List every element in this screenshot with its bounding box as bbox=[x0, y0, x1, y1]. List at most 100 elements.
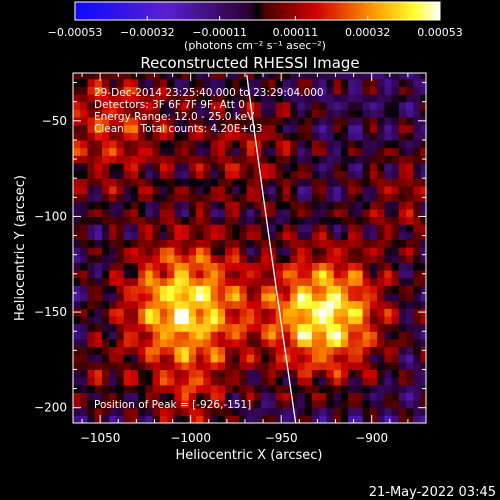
heatmap-cell bbox=[225, 162, 233, 172]
heatmap-cell bbox=[109, 162, 118, 172]
heatmap-cell bbox=[94, 254, 103, 263]
heatmap-cell bbox=[326, 415, 335, 423]
heatmap-cell bbox=[94, 361, 103, 371]
heatmap-cell bbox=[246, 369, 255, 378]
heatmap-cell bbox=[174, 384, 183, 393]
heatmap-cell bbox=[333, 338, 342, 348]
heatmap-cell bbox=[391, 124, 400, 133]
heatmap-cell bbox=[384, 315, 393, 325]
heatmap-cell bbox=[167, 415, 175, 423]
heatmap-cell bbox=[275, 132, 284, 141]
heatmap-cell bbox=[369, 292, 378, 302]
heatmap-cell bbox=[413, 116, 422, 126]
heatmap-cell bbox=[413, 323, 422, 332]
heatmap-cell bbox=[362, 101, 371, 110]
heatmap-cell bbox=[130, 331, 139, 340]
heatmap-cell bbox=[333, 269, 342, 279]
heatmap-cell bbox=[304, 201, 313, 210]
heatmap-cell bbox=[188, 239, 197, 248]
heatmap-cell bbox=[348, 407, 356, 416]
heatmap-cell bbox=[225, 86, 233, 95]
heatmap-cell bbox=[333, 369, 342, 378]
heatmap-cell bbox=[319, 254, 328, 263]
heatmap-cell bbox=[319, 277, 328, 286]
heatmap-cell bbox=[73, 178, 81, 187]
heatmap-cell bbox=[377, 73, 385, 80]
heatmap-cell bbox=[196, 361, 204, 371]
heatmap-cell bbox=[362, 415, 371, 423]
heatmap-cell bbox=[159, 277, 168, 286]
heatmap-cell bbox=[188, 323, 197, 332]
heatmap-cell bbox=[420, 247, 426, 256]
heatmap-cell bbox=[239, 407, 248, 416]
heatmap-cell bbox=[225, 331, 233, 340]
heatmap-cell bbox=[123, 78, 132, 87]
heatmap-cell bbox=[398, 147, 407, 156]
heatmap-cell bbox=[297, 285, 306, 294]
heatmap-cell bbox=[246, 415, 255, 423]
heatmap-cell bbox=[304, 377, 313, 386]
heatmap-cell bbox=[109, 377, 118, 386]
heatmap-cell bbox=[116, 262, 125, 271]
heatmap-cell bbox=[413, 101, 422, 110]
heatmap-cell bbox=[210, 369, 219, 378]
heatmap-cell bbox=[87, 231, 96, 240]
heatmap-cell bbox=[319, 178, 328, 187]
heatmap-cell bbox=[239, 315, 248, 325]
heatmap-cell bbox=[94, 239, 103, 248]
heatmap-cell bbox=[333, 78, 342, 87]
heatmap-cell bbox=[290, 139, 299, 149]
heatmap-cell bbox=[254, 132, 262, 141]
heatmap-cell bbox=[109, 78, 118, 87]
heatmap-cell bbox=[188, 78, 197, 87]
heatmap-cell bbox=[138, 415, 147, 423]
heatmap-cell bbox=[181, 147, 190, 156]
heatmap-cell bbox=[87, 415, 96, 423]
heatmap-cell bbox=[268, 269, 277, 279]
heatmap-cell bbox=[290, 147, 299, 156]
heatmap-cell bbox=[217, 277, 226, 286]
heatmap-cell bbox=[217, 94, 226, 103]
heatmap-cell bbox=[377, 369, 385, 378]
heatmap-cell bbox=[174, 116, 183, 126]
heatmap-cell bbox=[80, 369, 89, 378]
heatmap-cell bbox=[239, 162, 248, 172]
heatmap-cell bbox=[391, 155, 400, 164]
heatmap-cell bbox=[362, 331, 371, 340]
heatmap-cell bbox=[282, 292, 291, 302]
heatmap-cell bbox=[167, 285, 175, 294]
heatmap-cell bbox=[355, 262, 364, 271]
heatmap-cell bbox=[420, 315, 426, 325]
heatmap-cell bbox=[348, 400, 356, 409]
heatmap-cell bbox=[159, 269, 168, 279]
heatmap-cell bbox=[138, 346, 147, 355]
heatmap-cell bbox=[348, 94, 356, 103]
heatmap-cell bbox=[413, 170, 422, 179]
heatmap-cell bbox=[203, 354, 212, 363]
heatmap-cell bbox=[246, 216, 255, 225]
heatmap-cell bbox=[391, 285, 400, 294]
heatmap-cell bbox=[152, 231, 161, 240]
heatmap-cell bbox=[377, 124, 385, 133]
heatmap-cell bbox=[304, 109, 313, 118]
heatmap-cell bbox=[275, 331, 284, 340]
heatmap-cell bbox=[391, 323, 400, 332]
heatmap-cell bbox=[261, 377, 270, 386]
heatmap-cell bbox=[145, 101, 154, 110]
heatmap-cell bbox=[152, 407, 161, 416]
heatmap-cell bbox=[398, 132, 407, 141]
heatmap-cell bbox=[406, 354, 414, 363]
heatmap-cell bbox=[138, 73, 147, 80]
heatmap-cell bbox=[73, 300, 81, 309]
heatmap-cell bbox=[181, 132, 190, 141]
heatmap-cell bbox=[203, 116, 212, 126]
heatmap-cell bbox=[311, 78, 320, 87]
heatmap-cell bbox=[362, 193, 371, 202]
heatmap-cell bbox=[203, 384, 212, 393]
y-axis-label: Heliocentric Y (arcsec) bbox=[13, 175, 28, 321]
heatmap-cell bbox=[420, 323, 426, 332]
heatmap-cell bbox=[369, 254, 378, 263]
heatmap-cell bbox=[413, 338, 422, 348]
heatmap-cell bbox=[297, 155, 306, 164]
heatmap-cell bbox=[246, 86, 255, 95]
